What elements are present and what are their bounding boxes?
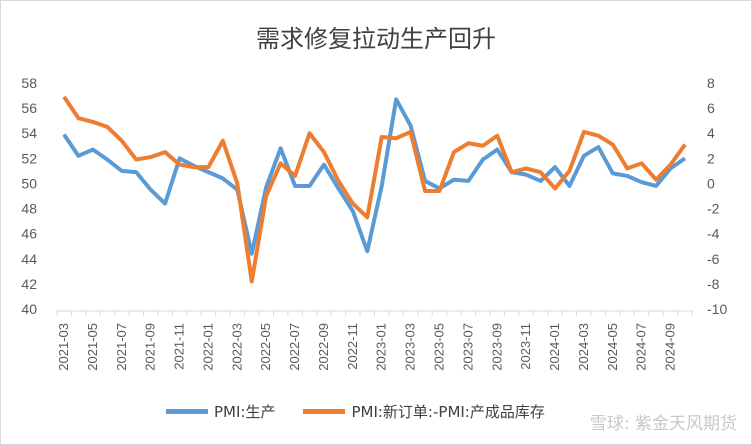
x-tick-label: 2022-05 (258, 323, 273, 371)
legend-swatch-blue (166, 409, 208, 414)
series-line-0 (62, 97, 687, 256)
y-left-tick-label: 44 (21, 251, 37, 267)
x-tick-label: 2023-03 (403, 323, 418, 371)
y-left-tick-label: 42 (21, 276, 37, 292)
x-tick-label: 2021-09 (143, 323, 158, 371)
legend-swatch-orange (303, 409, 346, 414)
x-tick-label: 2023-05 (431, 323, 446, 371)
y-right-tick-label: -4 (707, 226, 720, 242)
x-tick-label: 2022-07 (287, 323, 302, 371)
y-left-tick-label: 56 (21, 100, 37, 116)
x-tick-label: 2021-07 (114, 323, 129, 371)
x-tick-label: 2024-03 (576, 323, 591, 371)
y-right-tick-label: 8 (707, 75, 715, 91)
y-right-tick-label: -2 (707, 201, 720, 217)
y-left-tick-label: 50 (21, 175, 37, 191)
x-tick-label: 2023-11 (518, 323, 533, 370)
x-tick-label: 2023-01 (374, 323, 389, 371)
y-right-tick-label: -6 (707, 251, 720, 267)
legend-item-production: PMI:生产 (166, 401, 275, 422)
watermark: 雪球: 紫金天风期货 (589, 414, 737, 434)
x-tick-label: 2024-05 (605, 323, 620, 371)
legend-item-orders-minus-inventory: PMI:新订单:-PMI:产成品库存 (303, 401, 545, 422)
x-tick-label: 2022-01 (200, 323, 215, 371)
y-left-tick-label: 52 (21, 150, 37, 166)
y-left-tick-label: 54 (21, 125, 37, 141)
y-left-tick-label: 48 (21, 201, 37, 217)
x-tick-label: 2023-07 (460, 323, 475, 371)
x-tick-label: 2023-09 (489, 323, 504, 371)
x-tick-label: 2021-11 (172, 323, 187, 370)
legend-label: PMI:新订单:-PMI:产成品库存 (351, 403, 545, 421)
chart-title: 需求修复拉动生产回升 (256, 25, 496, 53)
y-right-tick-label: 6 (707, 100, 715, 116)
y-right-tick-label: 2 (707, 150, 715, 166)
x-tick-label: 2024-07 (634, 323, 649, 371)
y-right-tick-label: -10 (707, 301, 727, 317)
y-right-tick-label: -8 (707, 276, 720, 292)
x-tick-label: 2022-09 (316, 323, 331, 371)
y-left-tick-label: 58 (21, 75, 37, 91)
x-tick-label: 2022-03 (229, 323, 244, 371)
legend-label: PMI:生产 (214, 403, 276, 421)
y-right-tick-label: 4 (707, 125, 715, 141)
x-tick-label: 2021-03 (56, 323, 71, 371)
x-tick-label: 2024-01 (547, 323, 562, 371)
y-right-tick-label: 0 (707, 175, 715, 191)
x-tick-label: 2024-09 (663, 323, 678, 371)
x-tick-label: 2021-05 (85, 323, 100, 371)
y-left-tick-label: 46 (21, 226, 37, 242)
y-left-tick-label: 40 (21, 301, 37, 317)
series-line-1 (62, 95, 687, 284)
legend: PMI:生产 PMI:新订单:-PMI:产成品库存 (166, 401, 545, 422)
x-tick-label: 2022-11 (345, 323, 360, 370)
